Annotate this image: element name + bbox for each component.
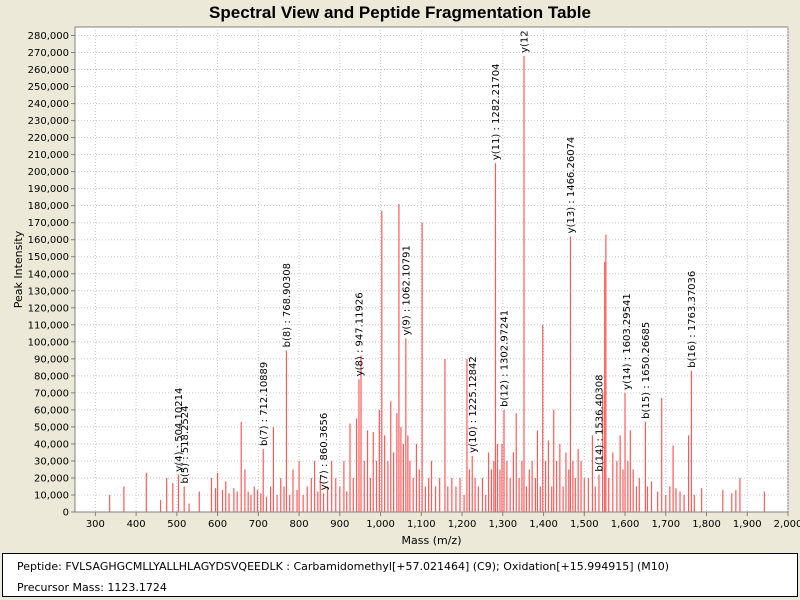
chart-title: Spectral View and Peptide Fragmentation … <box>209 3 591 22</box>
peptide-label: Peptide: <box>17 560 62 573</box>
peak-annotation: y(14) : 1603.29541 <box>622 293 633 390</box>
y-tick-label: 150,000 <box>28 252 69 263</box>
x-tick-label: 1,100 <box>407 519 436 530</box>
peak-annotation: b(5) : 518.2524 <box>180 406 191 484</box>
y-tick-label: 30,000 <box>34 456 69 467</box>
x-tick-label: 1,200 <box>448 519 477 530</box>
peak-annotation: b(7) : 712.10889 <box>259 362 270 446</box>
spectrum-chart: 300 400 500 600 700 800 900 1,000 1,100 1,200 1,30… <box>12 26 800 547</box>
x-tick-label: 400 <box>127 519 146 530</box>
x-tick-label: 700 <box>249 519 268 530</box>
precursor-value: 1123.1724 <box>107 581 167 594</box>
peak-annotation: b(8) : 768.90308 <box>282 263 293 347</box>
peaks-layer <box>109 55 765 512</box>
peak-annotation: y(8) : 947.11926 <box>355 292 366 376</box>
x-tick-label: 800 <box>290 519 309 530</box>
peak-annotation: b(14) : 1536.40308 <box>595 375 606 472</box>
y-tick-label: 160,000 <box>28 235 69 246</box>
grid-lines <box>75 27 789 513</box>
x-tick-label: 1,600 <box>611 519 640 530</box>
y-tick-label: 50,000 <box>34 422 69 433</box>
y-tick-label: 120,000 <box>28 303 69 314</box>
y-tick-label: 20,000 <box>34 473 69 484</box>
y-tick-label: 180,000 <box>28 201 69 212</box>
x-tick-label: 1,900 <box>733 519 762 530</box>
x-tick-label: 900 <box>330 519 349 530</box>
x-tick-label: 300 <box>86 519 105 530</box>
x-tick-label: 1,000 <box>366 519 395 530</box>
x-tick-label: 2,000 <box>774 519 800 530</box>
y-tick-label: 60,000 <box>34 405 69 416</box>
x-tick-label: 500 <box>167 519 186 530</box>
x-tick-label: 1,400 <box>529 519 558 530</box>
y-tick-label: 190,000 <box>28 184 69 195</box>
peak-annotation: b(12) : 1302.97241 <box>500 310 511 407</box>
peak-annotation: b(15) : 1650.26685 <box>641 322 652 419</box>
peak-annotation: y(11) : 1282.21704 <box>491 64 502 161</box>
plot-area <box>74 26 789 513</box>
precursor-line: Precursor Mass: 1123.1724 <box>17 581 167 594</box>
y-tick-label: 200,000 <box>28 167 69 178</box>
y-tick-label: 10,000 <box>34 490 69 501</box>
y-tick-label: 100,000 <box>28 337 69 348</box>
peptide-value: FVLSAGHGCMLLYALLHLAGYDSVQEEDLK : Carbami… <box>65 560 670 573</box>
y-tick-label: 260,000 <box>28 65 69 76</box>
x-tick-label: 1,500 <box>570 519 599 530</box>
info-panel: Peptide: FVLSAGHGCMLLYALLHLAGYDSVQEEDLK … <box>2 553 798 597</box>
y-tick-label: 280,000 <box>28 31 69 42</box>
x-tick-label: 600 <box>208 519 227 530</box>
peak-annotation: y(9) : 1062.10791 <box>401 245 412 335</box>
y-tick-label: 80,000 <box>34 371 69 382</box>
y-tick-label: 230,000 <box>28 116 69 127</box>
y-tick-label: 110,000 <box>28 320 69 331</box>
y-tick-label: 130,000 <box>28 286 69 297</box>
y-tick-label: 250,000 <box>28 82 69 93</box>
y-axis: 0 10,000 20,000 30,000 40,000 50,000 60,000 70,… <box>28 27 76 519</box>
y-tick-label: 0 <box>63 508 69 519</box>
peak-annotation: y(12 <box>519 30 530 53</box>
y-tick-label: 240,000 <box>28 99 69 110</box>
peak-annotation: y(7) : 860.3656 <box>319 413 330 491</box>
precursor-label: Precursor Mass: <box>17 581 104 594</box>
y-tick-label: 170,000 <box>28 218 69 229</box>
y-tick-label: 140,000 <box>28 269 69 280</box>
x-tick-label: 1,300 <box>488 519 517 530</box>
y-tick-label: 90,000 <box>34 354 69 365</box>
y-tick-label: 270,000 <box>28 48 69 59</box>
y-tick-label: 220,000 <box>28 133 69 144</box>
x-tick-label: 1,700 <box>651 519 680 530</box>
peak-annotation: b(16) : 1763.37036 <box>687 271 698 368</box>
peptide-line: Peptide: FVLSAGHGCMLLYALLHLAGYDSVQEEDLK … <box>17 560 669 573</box>
y-axis-label: Peak Intensity <box>12 230 25 308</box>
y-tick-label: 40,000 <box>34 439 69 450</box>
y-tick-label: 70,000 <box>34 388 69 399</box>
x-axis-label: Mass (m/z) <box>402 534 462 547</box>
x-tick-label: 1,800 <box>692 519 721 530</box>
x-axis: 300 400 500 600 700 800 900 1,000 1,100 1,200 1,30… <box>75 511 800 530</box>
peak-annotation: y(10) : 1225.12842 <box>468 356 479 453</box>
peak-annotation: y(13) : 1466.26074 <box>566 137 577 234</box>
peak-annotation: y(4) : 504.10214 <box>174 388 185 472</box>
y-tick-label: 210,000 <box>28 150 69 161</box>
